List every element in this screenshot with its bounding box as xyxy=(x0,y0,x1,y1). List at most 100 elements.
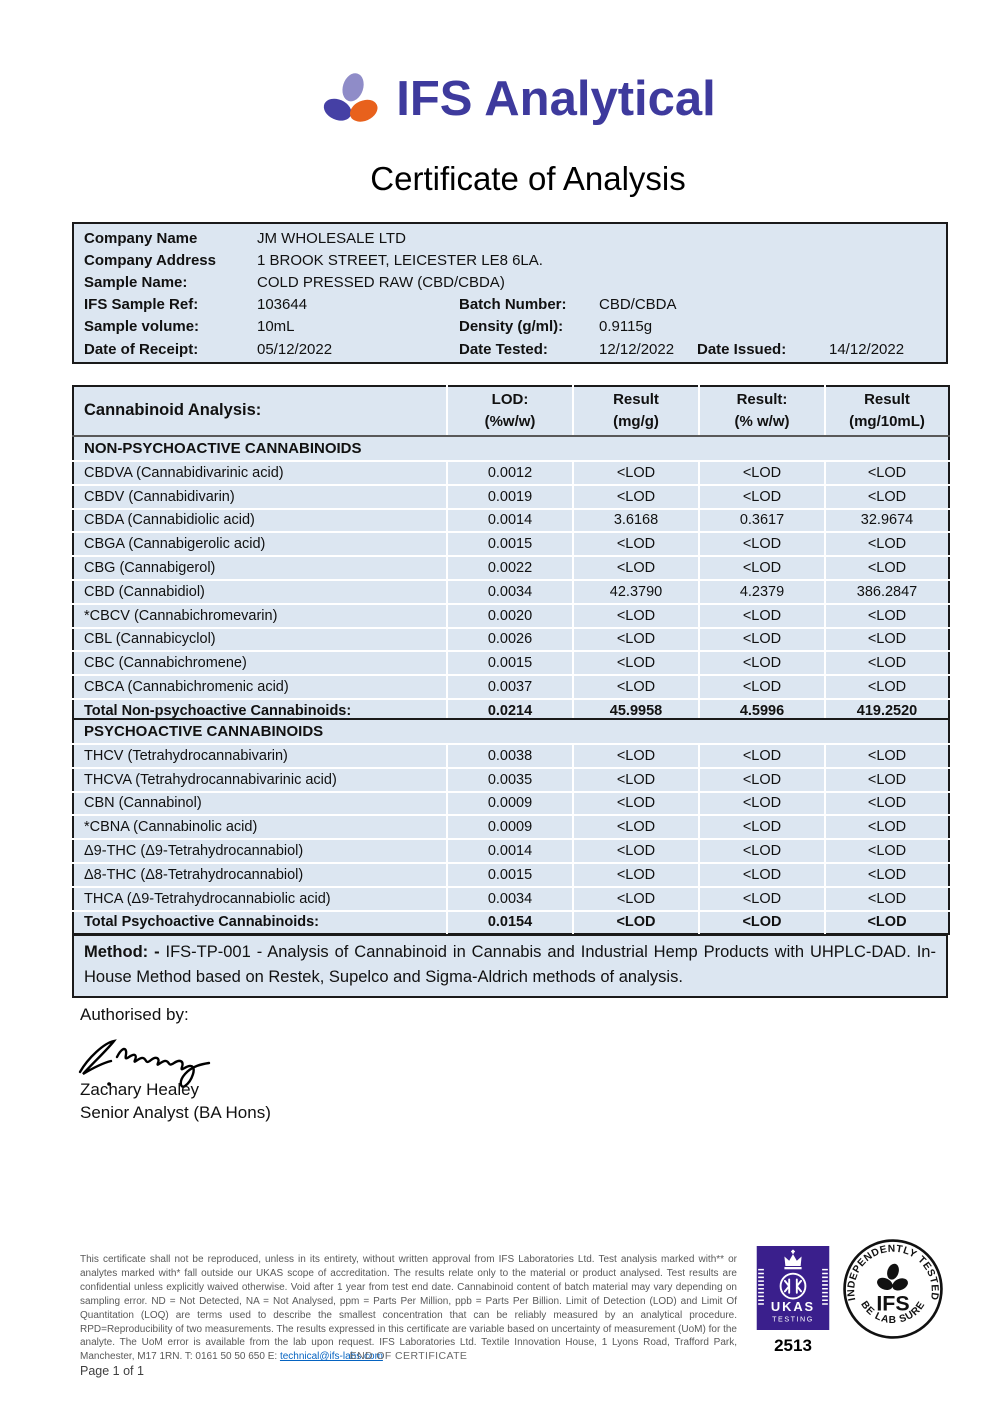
result-value: 0.0038 xyxy=(446,743,573,768)
field-value: JM WHOLESALE LTD xyxy=(257,229,406,247)
result-value: <LOD xyxy=(572,861,699,887)
field-value: 14/12/2022 xyxy=(829,340,905,358)
brand-header: IFS Analytical xyxy=(18,70,1000,128)
ukas-symbol xyxy=(783,1278,803,1294)
section-header-row: NON-PSYCHOACTIVE CANNABINOIDS xyxy=(73,436,949,462)
field-value: 0.9115g xyxy=(599,318,653,336)
section-title: PSYCHOACTIVE CANNABINOIDS xyxy=(73,719,950,745)
info-row-dates: Date of Receipt: 05/12/2022 Date Tested:… xyxy=(74,338,946,360)
field-label: Sample volume: xyxy=(84,318,200,336)
field-value: 103644 xyxy=(257,296,308,314)
result-value: 42.3790 xyxy=(572,578,699,604)
info-row-sample-ref: IFS Sample Ref: 103644 Batch Number: CBD… xyxy=(74,294,946,316)
column-header-line: (% w/w) xyxy=(734,413,790,430)
analyte-row: Δ8-THC (Δ8-Tetrahydrocannabiol) 0.0015 <LO… xyxy=(73,861,950,887)
result-value: 0.0022 xyxy=(446,555,573,580)
result-value: 0.0009 xyxy=(446,814,573,840)
result-value: <LOD xyxy=(823,885,950,911)
result-value: 386.2847 xyxy=(824,578,949,604)
result-value: 0.0020 xyxy=(446,602,573,628)
column-header-line: Result xyxy=(613,391,659,409)
signature-image xyxy=(78,1039,211,1088)
result-value: 0.0019 xyxy=(446,483,573,509)
result-value: <LOD xyxy=(698,814,825,840)
analyte-row: Δ9-THC (Δ9-Tetrahydrocannabiol) 0.0014 <LO… xyxy=(73,838,950,863)
sample-info-table: Company Name JM WHOLESALE LTD Company Ad… xyxy=(72,222,948,365)
analyte-name: Δ8-THC (Δ8-Tetrahydrocannabiol) xyxy=(73,861,447,887)
field-value: 10mL xyxy=(257,318,295,336)
analyte-row: CBGA (Cannabigerolic acid) 0.0015 <LOD <LOD… xyxy=(73,531,949,557)
table-title: Cannabinoid Analysis: xyxy=(73,386,447,437)
column-header-line: Result xyxy=(864,391,910,409)
info-row-sample-name: Sample Name: COLD PRESSED RAW (CBD/CBDA) xyxy=(74,271,946,293)
analyte-name: CBD (Cannabidiol) xyxy=(73,578,447,604)
field-label: Date of Receipt: xyxy=(84,340,199,358)
result-value: 0.0012 xyxy=(446,460,573,485)
result-value: <LOD xyxy=(572,909,699,935)
email-link[interactable]: technical@ifs-labs.com xyxy=(279,1351,383,1363)
result-value: <LOD xyxy=(823,790,950,816)
method-text: IFS-TP-001 - Analysis of Cannabinoid in … xyxy=(84,943,936,987)
result-value: <LOD xyxy=(698,743,825,768)
authorised-by-label: Authorised by: xyxy=(80,1005,189,1024)
analyte-name: THCA (Δ9-Tetrahydrocannabiolic acid) xyxy=(73,885,447,911)
analyte-row: CBL (Cannabicyclol) 0.0026 <LOD <LOD <LOD xyxy=(73,626,949,652)
field-label: Batch Number: xyxy=(459,296,567,314)
table-header-row: Cannabinoid Analysis: LOD: (%w/w) Result… xyxy=(73,386,949,437)
result-value: 0.0009 xyxy=(446,790,573,816)
analyte-row: CBDVA (Cannabidivarinic acid) 0.0012 <LOD <… xyxy=(73,460,949,485)
total-row: Total Psychoactive Cannabinoids: 0.0154 <L… xyxy=(73,909,950,935)
result-value: <LOD xyxy=(698,674,825,699)
result-value: <LOD xyxy=(572,531,699,557)
result-value: 0.0014 xyxy=(446,507,573,533)
seal-blobs-icon xyxy=(877,1263,908,1291)
result-value: <LOD xyxy=(572,626,699,652)
analyte-row: CBD (Cannabidiol) 0.0034 42.3790 4.2379 386.… xyxy=(73,578,949,604)
analyte-name: CBC (Cannabichromene) xyxy=(73,650,447,676)
result-value: 0.0037 xyxy=(446,674,573,699)
result-value: <LOD xyxy=(698,909,825,935)
column-header-line: (mg/g) xyxy=(613,413,659,430)
result-value: <LOD xyxy=(698,885,825,911)
result-value: 0.0015 xyxy=(446,861,573,887)
ifs-seal-logo: INDEPENDENTLY TESTED BE LAB SURE IFS xyxy=(843,1239,943,1339)
field-label: Company Address xyxy=(84,251,216,269)
analyte-row: *CBCV (Cannabichromevarin) 0.0020 <LOD <LOD… xyxy=(73,602,949,628)
field-value: 12/12/2022 xyxy=(599,340,675,358)
result-value: <LOD xyxy=(823,766,950,792)
analyte-name: CBN (Cannabinol) xyxy=(73,790,447,816)
ukas-testing-logo: UKAS TESTING xyxy=(756,1246,830,1330)
result-value: <LOD xyxy=(698,483,825,509)
section-header-row: PSYCHOACTIVE CANNABINOIDS xyxy=(73,719,950,745)
analyte-name: *CBNA (Cannabinolic acid) xyxy=(73,814,447,840)
result-value: <LOD xyxy=(823,909,950,935)
result-value: <LOD xyxy=(572,460,699,485)
result-value: <LOD xyxy=(824,650,949,676)
result-value: <LOD xyxy=(698,555,825,580)
result-value: 4.2379 xyxy=(698,578,825,604)
analyte-row: CBN (Cannabinol) 0.0009 <LOD <LOD <LOD xyxy=(73,790,950,816)
result-value: <LOD xyxy=(572,650,699,676)
info-row-company-name: Company Name JM WHOLESALE LTD xyxy=(74,227,946,249)
analyte-name: CBDV (Cannabidivarin) xyxy=(73,483,447,509)
result-value: <LOD xyxy=(698,766,825,792)
analyte-name: CBL (Cannabicyclol) xyxy=(73,626,447,652)
column-header-pct-ww: Result: (% w/w) xyxy=(698,386,825,437)
result-value: <LOD xyxy=(698,626,825,652)
info-row-company-address: Company Address 1 BROOK STREET, LEICESTE… xyxy=(74,249,946,271)
analyte-name: CBDA (Cannabidiolic acid) xyxy=(73,507,447,533)
analyte-name: CBDVA (Cannabidivarinic acid) xyxy=(73,460,447,485)
result-value: <LOD xyxy=(823,861,950,887)
analyte-name: CBGA (Cannabigerolic acid) xyxy=(73,531,447,557)
disclaimer-body: This certificate shall not be reproduced… xyxy=(80,1254,737,1363)
result-value: 0.0015 xyxy=(446,531,573,557)
result-value: 0.0034 xyxy=(446,578,573,604)
result-value: 3.6168 xyxy=(572,507,699,533)
cannabinoid-table-non-psychoactive: Cannabinoid Analysis: LOD: (%w/w) Result… xyxy=(72,385,950,724)
analyte-row: CBCA (Cannabichromenic acid) 0.0037 <LOD <L… xyxy=(73,674,949,699)
ifs-logo-icon xyxy=(324,73,378,122)
analyte-row: CBDV (Cannabidivarin) 0.0019 <LOD <LOD <LOD xyxy=(73,483,949,509)
column-header-mg-10ml: Result (mg/10mL) xyxy=(824,386,949,437)
field-value: 1 BROOK STREET, LEICESTER LE8 6LA. xyxy=(257,251,543,269)
